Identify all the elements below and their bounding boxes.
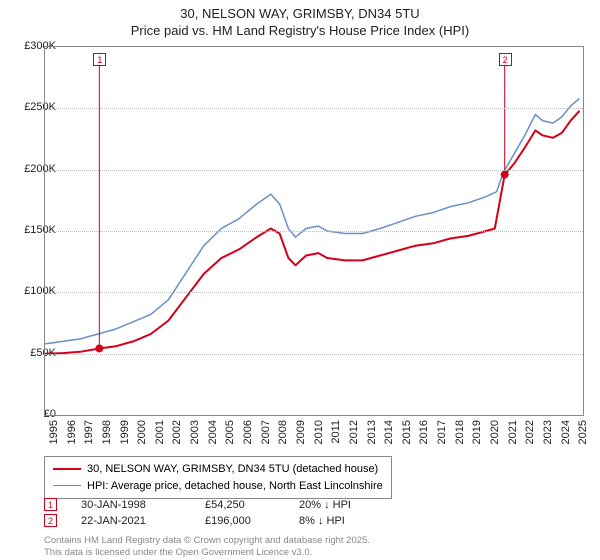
- title-address: 30, NELSON WAY, GRIMSBY, DN34 5TU: [0, 6, 600, 23]
- footer-attribution: Contains HM Land Registry data © Crown c…: [44, 535, 370, 558]
- x-tick-label: 2002: [171, 420, 183, 444]
- sale-marker-2: 2: [44, 514, 57, 527]
- x-tick-label: 2015: [401, 420, 413, 444]
- x-tick-label: 2001: [154, 420, 166, 444]
- legend-swatch-price-paid: [53, 468, 81, 470]
- x-tick-label: 2025: [577, 420, 589, 444]
- x-tick-label: 1997: [83, 420, 95, 444]
- x-tick-label: 2003: [189, 420, 201, 444]
- x-tick-label: 2019: [471, 420, 483, 444]
- sale-date-2: 22-JAN-2021: [81, 515, 181, 527]
- sale-marker-1: 1: [44, 498, 57, 511]
- legend-label-hpi: HPI: Average price, detached house, Nort…: [87, 478, 383, 495]
- chart-marker-1: 1: [93, 53, 106, 66]
- footer-line2: This data is licensed under the Open Gov…: [44, 547, 370, 558]
- x-tick-label: 2005: [224, 420, 236, 444]
- x-tick-label: 2013: [366, 420, 378, 444]
- x-tick-label: 2008: [277, 420, 289, 444]
- legend-swatch-hpi: [53, 485, 81, 486]
- x-tick-label: 2000: [136, 420, 148, 444]
- legend-label-price-paid: 30, NELSON WAY, GRIMSBY, DN34 5TU (detac…: [87, 461, 378, 478]
- legend-row-hpi: HPI: Average price, detached house, Nort…: [53, 478, 383, 495]
- legend-box: 30, NELSON WAY, GRIMSBY, DN34 5TU (detac…: [44, 456, 392, 499]
- title-block: 30, NELSON WAY, GRIMSBY, DN34 5TU Price …: [0, 0, 600, 40]
- sale-pct-1: 20% ↓ HPI: [299, 499, 379, 511]
- x-tick-label: 1995: [48, 420, 60, 444]
- x-tick-label: 2009: [295, 420, 307, 444]
- x-tick-label: 1999: [119, 420, 131, 444]
- x-tick-label: 2011: [330, 420, 342, 444]
- footer-line1: Contains HM Land Registry data © Crown c…: [44, 535, 370, 546]
- sale-price-1: £54,250: [205, 499, 275, 511]
- chart-plot-area: 12: [44, 46, 584, 416]
- x-tick-label: 2018: [454, 420, 466, 444]
- x-tick-label: 2016: [418, 420, 430, 444]
- x-tick-label: 2020: [489, 420, 501, 444]
- x-tick-label: 2021: [507, 420, 519, 444]
- sale-row-2: 2 22-JAN-2021 £196,000 8% ↓ HPI: [44, 514, 379, 527]
- x-tick-label: 1996: [66, 420, 78, 444]
- chart-container: 30, NELSON WAY, GRIMSBY, DN34 5TU Price …: [0, 0, 600, 560]
- x-tick-label: 1998: [101, 420, 113, 444]
- sale-pct-2: 8% ↓ HPI: [299, 515, 379, 527]
- x-tick-label: 2017: [436, 420, 448, 444]
- sale-date-1: 30-JAN-1998: [81, 499, 181, 511]
- x-tick-label: 2004: [207, 420, 219, 444]
- x-tick-label: 2010: [313, 420, 325, 444]
- x-tick-label: 2022: [524, 420, 536, 444]
- sale-row-1: 1 30-JAN-1998 £54,250 20% ↓ HPI: [44, 498, 379, 511]
- x-tick-label: 2012: [348, 420, 360, 444]
- x-tick-label: 2024: [560, 420, 572, 444]
- legend-row-price-paid: 30, NELSON WAY, GRIMSBY, DN34 5TU (detac…: [53, 461, 383, 478]
- title-subtitle: Price paid vs. HM Land Registry's House …: [0, 23, 600, 40]
- x-tick-label: 2007: [260, 420, 272, 444]
- sale-price-2: £196,000: [205, 515, 275, 527]
- x-tick-label: 2023: [542, 420, 554, 444]
- sales-table: 1 30-JAN-1998 £54,250 20% ↓ HPI 2 22-JAN…: [44, 498, 379, 530]
- x-tick-label: 2014: [383, 420, 395, 444]
- chart-marker-2: 2: [499, 53, 512, 66]
- x-tick-label: 2006: [242, 420, 254, 444]
